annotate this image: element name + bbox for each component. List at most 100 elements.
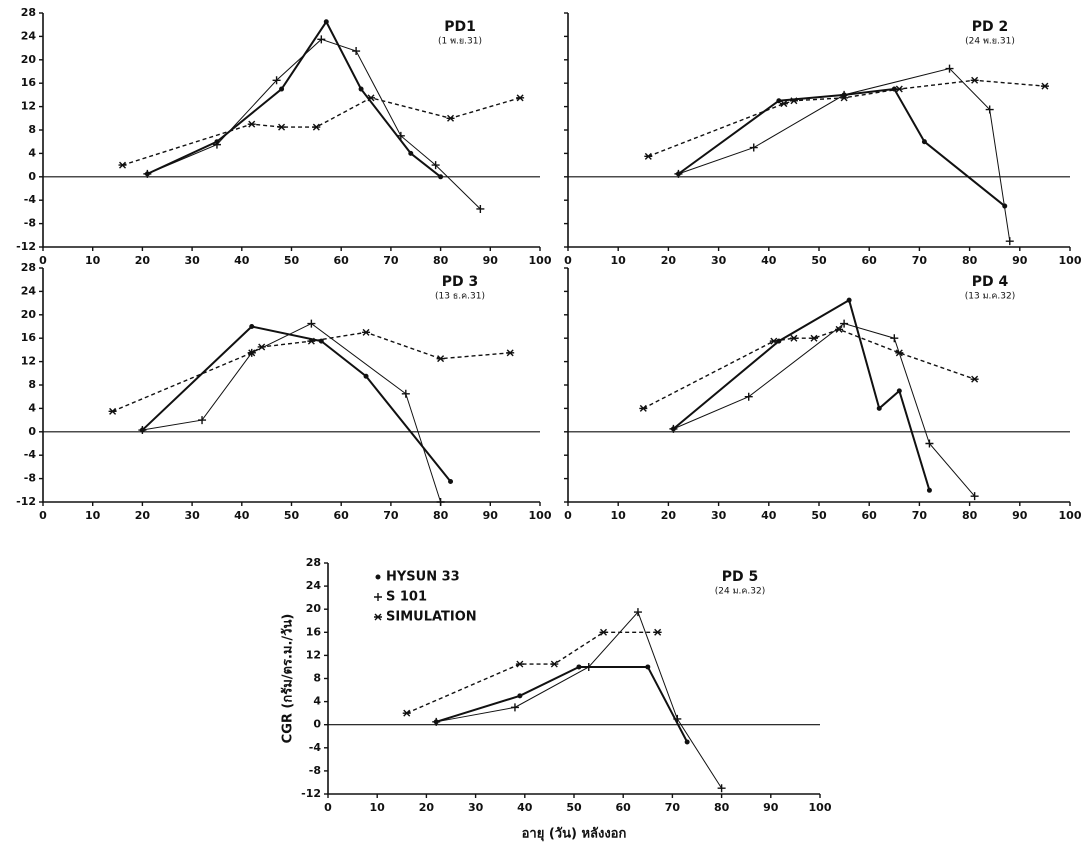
x-tick-label: 70: [383, 254, 399, 267]
data-point: [212, 140, 221, 149]
x-tick-label: 50: [284, 254, 300, 267]
data-point: [401, 389, 410, 398]
panel-subtitle: (1 พ.ย.31): [438, 37, 482, 47]
legend-label: HYSUN 33: [386, 570, 460, 585]
data-point: [970, 492, 979, 501]
panel-subtitle: (13 ธ.ค.31): [435, 292, 485, 302]
series-line: [642, 328, 975, 410]
x-tick-label: 60: [334, 254, 350, 267]
data-point: [118, 161, 127, 169]
x-tick-label: 90: [483, 254, 499, 267]
data-point: [673, 714, 682, 723]
data-point: [779, 100, 788, 108]
x-tick-label: 0: [39, 254, 47, 267]
series-line: [147, 38, 481, 210]
x-tick-label: 60: [862, 509, 878, 522]
data-point: [970, 76, 979, 84]
panel-title: PD1: [444, 19, 476, 35]
y-tick-label: 8: [28, 123, 36, 136]
data-point: [895, 349, 904, 357]
data-point: [840, 94, 849, 102]
data-point: [789, 334, 798, 342]
data-point: [809, 334, 818, 342]
x-tick-label: 50: [811, 254, 827, 267]
x-tick-label: 20: [661, 509, 677, 522]
data-point: [249, 324, 255, 329]
data-point: [279, 86, 285, 92]
y-tick-label: 0: [313, 718, 321, 731]
data-point: [644, 152, 653, 160]
data-point: [358, 86, 364, 92]
x-tick-label: 0: [39, 509, 47, 522]
data-point: [633, 608, 642, 617]
y-tick-label: 28: [21, 261, 36, 274]
y-tick-label: 12: [21, 100, 36, 113]
x-tick-label: 30: [184, 254, 200, 267]
data-point: [926, 487, 932, 493]
y-tick-label: -4: [24, 193, 37, 206]
data-point: [921, 139, 927, 145]
y-tick-label: 24: [21, 29, 37, 42]
data-point: [272, 76, 281, 85]
series-line: [678, 68, 1011, 242]
y-tick-label: -12: [16, 495, 36, 508]
data-point: [669, 424, 678, 433]
data-point: [312, 123, 321, 131]
x-tick-label: 40: [234, 254, 250, 267]
series-line: [436, 611, 723, 789]
y-axis-label: CGR (กรัม/ตร.ม./วัน): [281, 614, 296, 744]
x-tick-label: 30: [711, 254, 727, 267]
x-tick-label: 10: [370, 801, 386, 814]
x-tick-label: 80: [962, 254, 978, 267]
data-point: [307, 319, 316, 328]
data-point: [776, 98, 782, 104]
data-point: [744, 392, 753, 401]
y-tick-label: -8: [309, 764, 321, 777]
y-tick-label: 0: [28, 170, 36, 183]
series-line: [435, 665, 689, 743]
panel: -12 -8 -4 0 4 8 12 16 20 24 28 0 10 20 30 40 50 60 70 80 90 1…: [16, 261, 552, 522]
y-tick-label: 12: [21, 355, 36, 368]
y-tick-label: 16: [21, 76, 37, 89]
x-tick-label: 60: [862, 254, 878, 267]
x-tick-label: 60: [334, 509, 350, 522]
x-tick-label: 20: [135, 509, 151, 522]
x-tick-label: 10: [85, 509, 101, 522]
x-tick-label: 70: [383, 509, 399, 522]
data-point: [840, 319, 849, 328]
data-point: [776, 338, 782, 344]
data-point: [876, 405, 882, 411]
x-tick-label: 90: [763, 801, 779, 814]
data-point: [835, 325, 844, 333]
panel-title: PD 2: [972, 19, 1009, 35]
series-line: [146, 19, 442, 178]
x-tick-label: 80: [433, 254, 449, 267]
series-line: [677, 87, 1006, 207]
x-tick-label: 0: [564, 254, 572, 267]
x-tick-label: 50: [811, 509, 827, 522]
data-point: [362, 328, 371, 336]
data-point: [446, 114, 455, 122]
y-tick-label: 4: [313, 695, 321, 708]
x-tick-label: 90: [483, 509, 499, 522]
data-point: [717, 784, 726, 793]
series-line: [673, 323, 975, 497]
y-tick-label: 4: [28, 401, 36, 414]
data-point: [143, 169, 152, 178]
data-point: [896, 388, 902, 394]
x-tick-label: 80: [433, 509, 449, 522]
y-tick-label: 24: [21, 284, 37, 297]
data-point: [247, 120, 256, 128]
axis-frame: [567, 268, 1070, 503]
y-tick-label: 20: [21, 308, 37, 321]
y-tick-label: -8: [24, 472, 36, 485]
y-tick-label: 12: [306, 648, 321, 661]
data-point: [247, 349, 256, 357]
data-point: [510, 703, 519, 712]
data-point: [895, 85, 904, 93]
data-point: [448, 479, 454, 485]
series-line: [142, 322, 442, 503]
data-point: [674, 169, 683, 178]
x-tick-label: 60: [616, 801, 632, 814]
data-point: [749, 143, 758, 152]
